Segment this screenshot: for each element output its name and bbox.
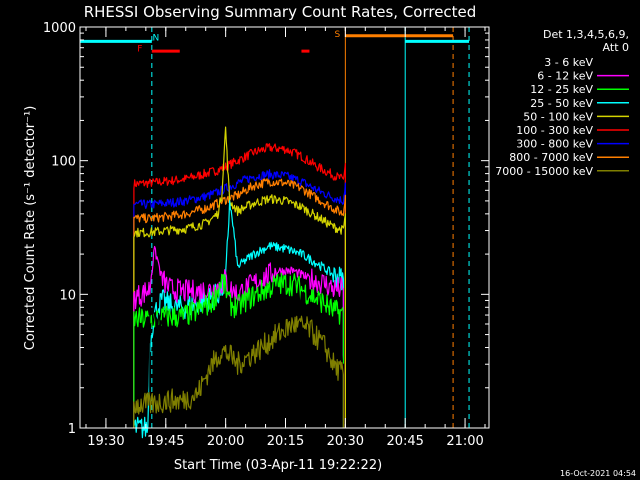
legend-label-7: 800 - 7000 keV: [509, 151, 593, 164]
x-axis-label: Start Time (03-Apr-11 19:22:22): [174, 458, 382, 473]
x-tick-label-5: 20:45: [386, 434, 423, 449]
series-line-8: [133, 315, 344, 428]
flag-layer: FN S: [79, 27, 470, 428]
flag-annotation-f: F: [137, 45, 142, 55]
legend-label-3: 25 - 50 keV: [530, 97, 593, 110]
series-line-1: [133, 169, 346, 428]
legend-label-1: 6 - 12 keV: [537, 70, 593, 83]
series-line-2: [133, 178, 346, 428]
legend-label-4: 50 - 100 keV: [523, 110, 593, 123]
plot-frame: [79, 26, 490, 429]
y-tick-label-1: 10: [59, 288, 76, 303]
y-tick-label-2: 100: [51, 155, 76, 170]
legend-label-0: 3 - 6 keV: [544, 56, 593, 69]
series-line-3: [133, 126, 346, 428]
series-line-5: [133, 245, 344, 428]
legend-header-1: Att 0: [603, 41, 629, 54]
footer-timestamp: 16-Oct-2021 04:54: [560, 469, 636, 478]
x-tick-label-4: 20:30: [327, 434, 364, 449]
series-line-0: [133, 143, 346, 428]
flag-annotation-s: S: [335, 30, 341, 40]
flag-annotation-n: N: [152, 33, 159, 43]
x-tick-label-1: 19:45: [147, 434, 184, 449]
legend-header-0: Det 1,3,4,5,6,9,: [543, 28, 629, 41]
x-tick-label-2: 20:00: [207, 434, 244, 449]
x-tick-label-0: 19:30: [87, 434, 124, 449]
y-tick-label-3: 1000: [43, 21, 76, 36]
legend-label-8: 7000 - 15000 keV: [495, 165, 593, 178]
y-axis-label: Corrected Count Rate (s⁻¹ detector⁻¹): [23, 106, 38, 351]
series-line-6: [133, 272, 344, 428]
x-tick-label-3: 20:15: [267, 434, 304, 449]
axes-layer: 1 10 100 1000 19:30 19:45 20:00 20:15 20:30 20:45…: [43, 21, 490, 449]
series-line-4: [133, 200, 344, 439]
x-tick-label-6: 21:00: [446, 434, 483, 449]
legend-label-2: 12 - 25 keV: [530, 83, 593, 96]
series-layer: [133, 126, 346, 439]
y-tick-label-0: 1: [68, 422, 76, 437]
legend-label-6: 300 - 800 keV: [516, 138, 593, 151]
legend-label-5: 100 - 300 keV: [516, 124, 593, 137]
chart-title: RHESSI Observing Summary Count Rates, Co…: [84, 3, 477, 21]
